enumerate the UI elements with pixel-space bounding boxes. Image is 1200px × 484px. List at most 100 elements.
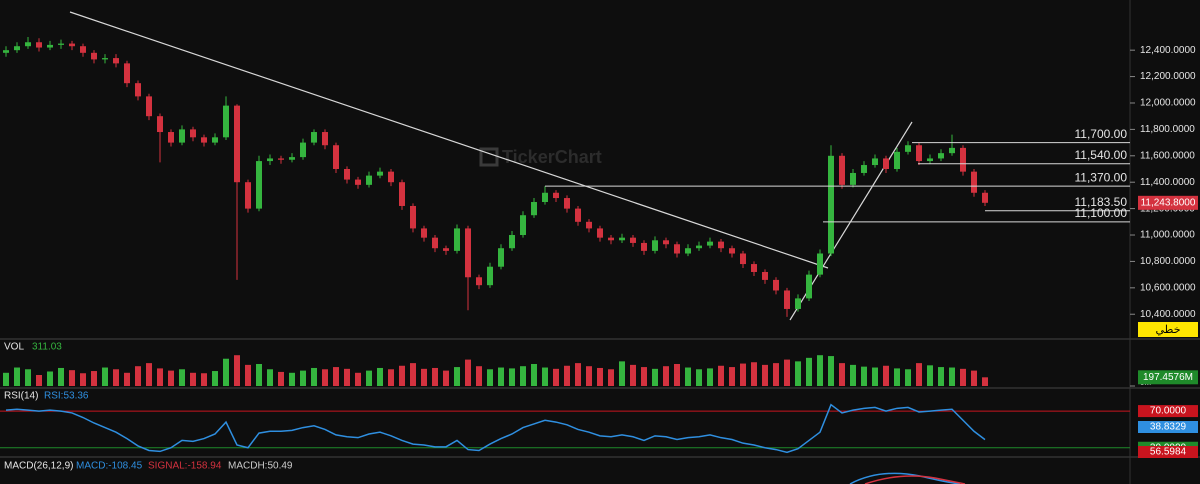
volume-bar bbox=[674, 364, 680, 386]
volume-bar bbox=[465, 359, 471, 386]
candle-body bbox=[333, 145, 339, 169]
volume-bar bbox=[454, 367, 460, 386]
last-price-label: 11,243.8000 bbox=[1141, 197, 1196, 208]
last-volume-box bbox=[1138, 370, 1198, 385]
price-level-label: 11,700.00 bbox=[1075, 127, 1128, 141]
candle-body bbox=[3, 50, 9, 53]
y-tick-label: 10,600.0000 bbox=[1140, 282, 1196, 293]
candle-body bbox=[69, 43, 75, 47]
volume-bar bbox=[531, 364, 537, 386]
volume-bar bbox=[201, 373, 207, 386]
y-tick-label: 12,400.0000 bbox=[1140, 45, 1196, 56]
candle-body bbox=[399, 182, 405, 206]
y-tick-label: 11,800.0000 bbox=[1140, 124, 1195, 135]
volume-bar bbox=[102, 367, 108, 386]
candle-body bbox=[102, 58, 108, 60]
y-tick-label: 11,400.0000 bbox=[1140, 177, 1195, 188]
trendline bbox=[69, 11, 829, 269]
volume-bar bbox=[289, 372, 295, 386]
volume-bar bbox=[179, 369, 185, 386]
volume-bar bbox=[47, 371, 53, 386]
signal-curve bbox=[864, 475, 966, 484]
panel-reading: 311.03 bbox=[32, 342, 62, 353]
volume-bar bbox=[355, 372, 361, 386]
candle-body bbox=[597, 228, 603, 238]
y-tick-label: 11,000.0000 bbox=[1140, 230, 1195, 241]
candle-body bbox=[410, 205, 416, 229]
candle-body bbox=[806, 274, 812, 299]
candle-body bbox=[564, 198, 570, 209]
volume-bar bbox=[476, 366, 482, 386]
candle-body bbox=[476, 277, 482, 286]
volume-bar bbox=[388, 369, 394, 386]
candle-body bbox=[828, 155, 834, 254]
volume-bar bbox=[982, 377, 988, 386]
candle-body bbox=[146, 96, 152, 117]
volume-bar bbox=[696, 369, 702, 386]
volume-bar bbox=[762, 364, 768, 386]
panel-reading: MACD:-108.45 bbox=[76, 461, 143, 472]
candle-body bbox=[388, 171, 394, 183]
volume-bar bbox=[91, 371, 97, 386]
candle-body bbox=[135, 83, 141, 97]
candle-body bbox=[674, 244, 680, 254]
volume-bar bbox=[168, 370, 174, 386]
candle-body bbox=[982, 192, 988, 203]
candle-body bbox=[729, 248, 735, 254]
candle-body bbox=[916, 145, 922, 162]
volume-bar bbox=[619, 361, 625, 386]
watermark-icon bbox=[479, 147, 499, 167]
candle-body bbox=[223, 105, 229, 138]
candle-body bbox=[520, 215, 526, 236]
price-level-label: 11,540.00 bbox=[1075, 148, 1128, 162]
candle-body bbox=[377, 171, 383, 176]
y-tick-label: 12,000.0000 bbox=[1140, 98, 1196, 109]
candle-body bbox=[586, 221, 592, 229]
watermark: TickerChart bbox=[502, 147, 602, 167]
volume-bar bbox=[564, 365, 570, 386]
volume-bar bbox=[729, 367, 735, 386]
volume-bar bbox=[553, 368, 559, 386]
volume-bar bbox=[641, 367, 647, 386]
candle-body bbox=[212, 137, 218, 143]
volume-bar bbox=[586, 366, 592, 386]
candle-body bbox=[619, 237, 625, 241]
volume-bar bbox=[157, 368, 163, 386]
candle-body bbox=[311, 132, 317, 143]
volume-bar bbox=[14, 367, 20, 386]
volume-bar bbox=[212, 371, 218, 386]
volume-bar bbox=[432, 367, 438, 386]
candle-body bbox=[443, 248, 449, 251]
volume-bar bbox=[58, 367, 64, 386]
candle-body bbox=[663, 240, 669, 245]
candle-body bbox=[707, 241, 713, 246]
volume-bar bbox=[322, 369, 328, 386]
candle-body bbox=[949, 147, 955, 154]
candle-body bbox=[322, 132, 328, 146]
volume-bar bbox=[234, 355, 240, 386]
candle-body bbox=[685, 248, 691, 254]
candle-body bbox=[630, 237, 636, 243]
candle-body bbox=[784, 290, 790, 309]
candle-body bbox=[168, 132, 174, 143]
volume-bar bbox=[685, 367, 691, 386]
volume-bar bbox=[839, 363, 845, 386]
volume-bar bbox=[3, 372, 9, 386]
volume-bar bbox=[36, 375, 42, 386]
candle-body bbox=[487, 266, 493, 286]
volume-bar bbox=[377, 367, 383, 386]
volume-bar bbox=[421, 368, 427, 386]
candle-body bbox=[421, 228, 427, 238]
candle-body bbox=[652, 240, 658, 251]
panel-reading: RSI:53.36 bbox=[44, 391, 89, 402]
candle-body bbox=[927, 158, 933, 162]
candle-body bbox=[245, 182, 251, 209]
candle-body bbox=[36, 42, 42, 48]
volume-bar bbox=[806, 357, 812, 386]
panel-title: MACD(26,12,9) bbox=[4, 461, 73, 472]
volume-bar bbox=[223, 358, 229, 386]
volume-bar bbox=[542, 367, 548, 386]
y-tick-label: 10,400.0000 bbox=[1140, 309, 1196, 320]
